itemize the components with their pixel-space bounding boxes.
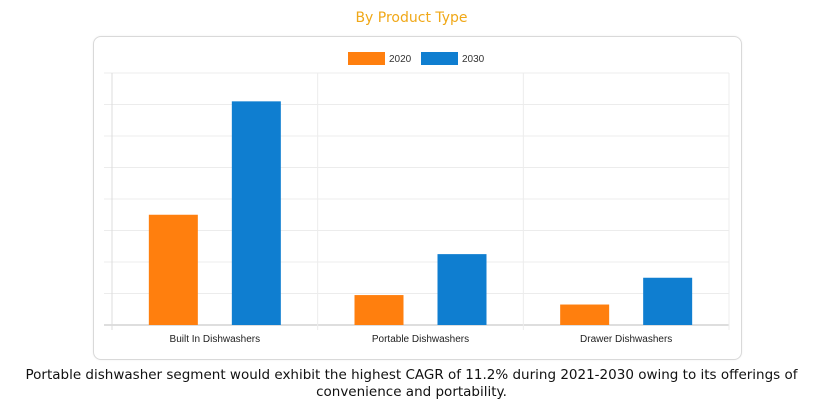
x-tick-label: Drawer Dishwashers: [580, 334, 672, 345]
chart-caption: Portable dishwasher segment would exhibi…: [25, 367, 798, 400]
bar-2020: [148, 214, 198, 325]
legend-label-2030: 2030: [462, 54, 485, 65]
chart-title: By Product Type: [355, 10, 468, 26]
legend-swatch-2030: [421, 52, 458, 65]
x-tick-label: Portable Dishwashers: [372, 334, 469, 345]
chart-panel: [93, 36, 742, 360]
bar-2020: [560, 304, 610, 325]
legend-label-2020: 2020: [389, 54, 412, 65]
bar-2030: [437, 254, 487, 325]
bar-2030: [231, 101, 281, 325]
bar-2030: [643, 277, 693, 325]
legend-swatch-2020: [348, 52, 385, 65]
x-tick-label: Built In Dishwashers: [170, 334, 261, 345]
bar-2020: [354, 295, 404, 325]
